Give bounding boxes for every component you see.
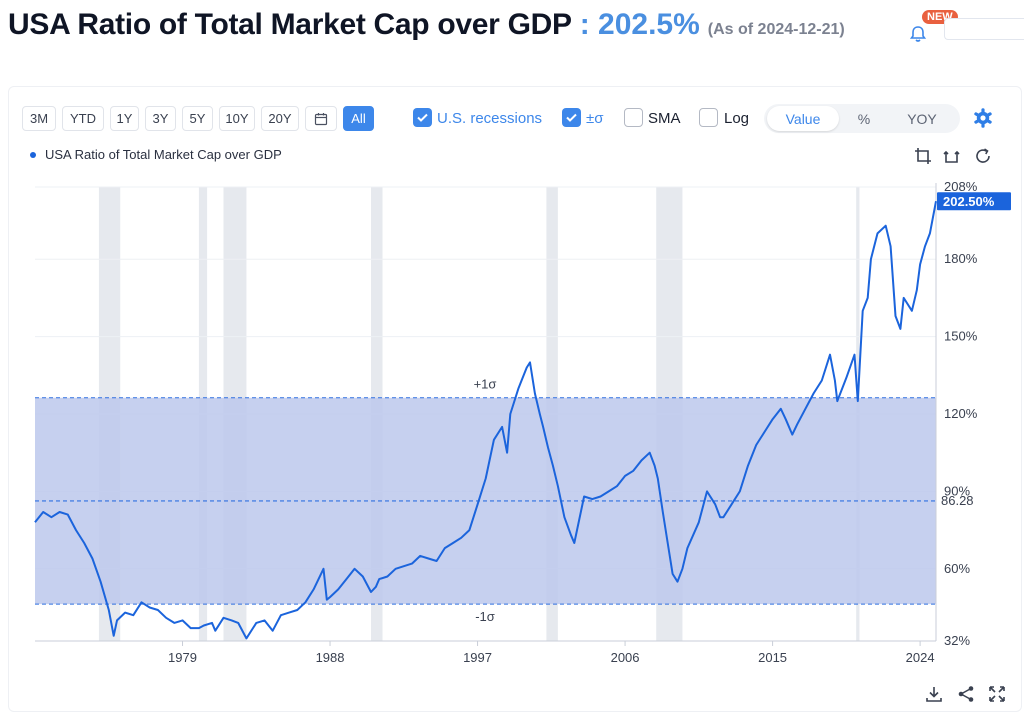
mode-value-tab[interactable]: Value xyxy=(767,106,839,131)
check-icon xyxy=(566,113,577,122)
download-icon[interactable] xyxy=(924,684,944,704)
date-range-button[interactable] xyxy=(305,106,337,131)
legend-label: USA Ratio of Total Market Cap over GDP xyxy=(45,147,282,162)
chart-legend[interactable]: USA Ratio of Total Market Cap over GDP xyxy=(30,147,282,162)
x-tick-label: 2024 xyxy=(906,650,935,665)
current-value-tag-bg xyxy=(937,192,1011,211)
share-icon[interactable] xyxy=(956,684,976,704)
range-3y-button[interactable]: 3Y xyxy=(145,106,176,131)
range-ytd-button[interactable]: YTD xyxy=(62,106,104,131)
calendar-icon xyxy=(314,112,328,125)
sigma-upper-label: +1σ xyxy=(474,377,497,392)
y-tick-label: 120% xyxy=(944,406,978,421)
sma-checkbox[interactable] xyxy=(624,108,643,127)
x-tick-label: 1979 xyxy=(168,650,197,665)
x-tick-label: 2006 xyxy=(611,650,640,665)
bell-icon xyxy=(909,26,927,42)
range-3m-button[interactable]: 3M xyxy=(22,106,56,131)
y-tick-label: 150% xyxy=(944,329,978,344)
sma-label[interactable]: SMA xyxy=(648,110,681,127)
refresh-icon[interactable] xyxy=(973,146,993,166)
sigma-lower-label: -1σ xyxy=(475,609,495,624)
search-box[interactable] xyxy=(944,18,1024,40)
crop-icon[interactable] xyxy=(913,146,933,166)
range-5y-button[interactable]: 5Y xyxy=(182,106,213,131)
range-1y-button[interactable]: 1Y xyxy=(110,106,139,131)
y-tick-label: 208% xyxy=(944,179,978,194)
y-tick-label: 180% xyxy=(944,251,978,266)
y-tick-label: 90% xyxy=(944,483,970,498)
log-label[interactable]: Log xyxy=(724,110,750,127)
crop-alt-icon[interactable] xyxy=(942,146,962,166)
sigma-checkbox[interactable] xyxy=(562,108,581,127)
axis-ticks: 1979 1988 1997 2006 2015 2024 32% 60% 90% 120% 150… xyxy=(168,179,978,665)
mode-switch: Value % YOY xyxy=(764,104,960,133)
gear-icon[interactable] xyxy=(973,108,993,128)
current-value: : 202.5% xyxy=(579,8,700,41)
range-10y-button[interactable]: 10Y xyxy=(219,106,255,131)
fullscreen-icon[interactable] xyxy=(987,684,1007,704)
series-line[interactable] xyxy=(34,201,937,640)
title-row: USA Ratio of Total Market Cap over GDP :… xyxy=(8,8,845,48)
as-of-date: (As of 2024-12-21) xyxy=(707,21,845,38)
check-icon xyxy=(417,113,428,122)
mode-percent-tab[interactable]: % xyxy=(857,110,871,127)
x-tick-label: 1988 xyxy=(316,650,345,665)
y-tick-label: 60% xyxy=(944,561,970,576)
range-20y-button[interactable]: 20Y xyxy=(261,106,299,131)
sigma-label[interactable]: ±σ xyxy=(586,110,604,127)
mode-yoy-tab[interactable]: YOY xyxy=(907,110,937,127)
legend-dot xyxy=(30,151,36,158)
log-checkbox[interactable] xyxy=(699,108,718,127)
x-tick-label: 1997 xyxy=(463,650,492,665)
x-tick-label: 2015 xyxy=(758,650,787,665)
current-value-tag: 202.50% xyxy=(943,194,995,209)
recessions-checkbox[interactable] xyxy=(413,108,432,127)
page-title: USA Ratio of Total Market Cap over GDP xyxy=(8,8,572,41)
recessions-label[interactable]: U.S. recessions xyxy=(437,110,543,127)
y-tick-label: 32% xyxy=(944,633,970,648)
sigma-mean-label: 86.28 xyxy=(941,493,974,508)
range-all-button[interactable]: All xyxy=(343,106,374,131)
